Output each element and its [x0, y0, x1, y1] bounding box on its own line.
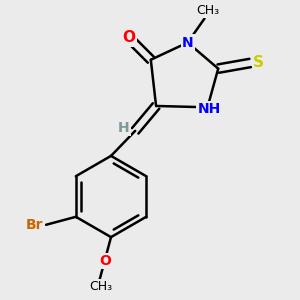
Text: CH₃: CH₃	[196, 4, 219, 17]
Text: H: H	[118, 121, 130, 135]
Text: Br: Br	[26, 218, 44, 232]
Text: NH: NH	[197, 102, 221, 116]
Text: O: O	[122, 30, 136, 45]
Text: CH₃: CH₃	[90, 280, 113, 293]
Text: O: O	[99, 254, 111, 268]
Text: N: N	[182, 35, 194, 50]
Text: S: S	[253, 56, 264, 70]
